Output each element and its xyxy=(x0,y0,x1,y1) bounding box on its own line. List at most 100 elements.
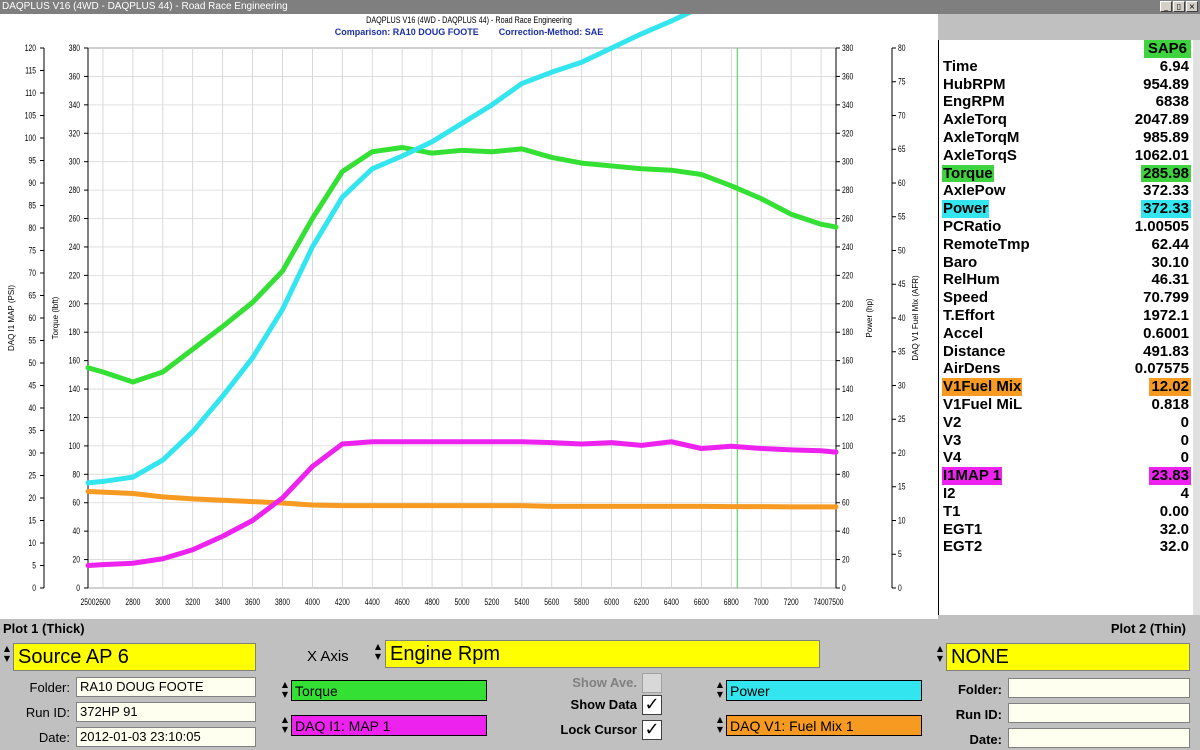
readout-label: I2 xyxy=(943,484,956,502)
y-tick-label: 60 xyxy=(28,313,36,323)
readout-scrollbar[interactable] xyxy=(1193,40,1200,615)
close-button[interactable]: × xyxy=(1186,1,1198,12)
y-tick-label: 120 xyxy=(69,413,81,423)
y-tick-label: 280 xyxy=(842,185,854,195)
y-tick-label: 220 xyxy=(69,270,81,280)
y-tick-label: 80 xyxy=(72,469,80,479)
x-tick-label: 3600 xyxy=(245,597,260,607)
readout-row: PCRatio 1.00505 xyxy=(939,218,1193,236)
dyno-chart[interactable]: 2500 2600 2800 3000 3200 3400 3600 3800 4000 4200… xyxy=(0,14,938,619)
channel3-spin-down[interactable]: ▼ xyxy=(716,690,724,699)
y-tick-label: 140 xyxy=(69,384,81,394)
restore-button[interactable]: ▯ xyxy=(1173,1,1185,12)
y-tick-label: 80 xyxy=(898,43,906,53)
xaxis-select[interactable]: Engine Rpm xyxy=(385,640,820,668)
channel3-select[interactable]: Power xyxy=(726,680,922,701)
readout-value: 0 xyxy=(1180,449,1189,467)
date2-field[interactable] xyxy=(1008,728,1190,748)
lock-cursor-checkbox[interactable]: ✓ xyxy=(642,720,662,740)
channel4-select[interactable]: DAQ V1: Fuel Mix 1 xyxy=(726,715,922,736)
readout-value: 70.799 xyxy=(1143,289,1189,307)
readout-row: T.Effort 1972.1 xyxy=(939,307,1193,325)
y-tick-label: 15 xyxy=(898,482,906,492)
readout-row: Time 6.94 xyxy=(939,58,1193,76)
x-tick-label: 3800 xyxy=(275,597,290,607)
channel2-spin-up[interactable]: ▲ xyxy=(281,715,289,724)
readout-source-badge: SAP6 xyxy=(1143,40,1191,58)
readout-label: I1MAP 1 xyxy=(942,467,1003,485)
channel1-spin-down[interactable]: ▼ xyxy=(281,690,289,699)
runid2-label: Run ID: xyxy=(955,707,1002,722)
readout-label: AirDens xyxy=(943,360,1001,378)
xaxis-spin-up[interactable]: ▲ xyxy=(374,642,382,651)
y-tick-label: 35 xyxy=(28,426,36,436)
y-tick-label: 40 xyxy=(72,526,80,536)
readout-label: Accel xyxy=(943,324,984,342)
readout-value: 1972.1 xyxy=(1143,306,1189,324)
x-tick-label: 4200 xyxy=(335,597,350,607)
source2-select[interactable]: NONE xyxy=(946,643,1190,671)
channel1-spin-up[interactable]: ▲ xyxy=(281,680,289,689)
readout-label: RelHum xyxy=(943,271,1000,289)
x-tick-label: 4800 xyxy=(425,597,440,607)
y-tick-label: 60 xyxy=(72,498,80,508)
folder2-field[interactable] xyxy=(1008,678,1190,698)
readout-label: PCRatio xyxy=(943,217,1002,235)
y-tick-label: 20 xyxy=(28,493,36,503)
y-tick-label: 360 xyxy=(842,72,854,82)
readout-value: 372.33 xyxy=(1143,182,1189,200)
channel2-spin-down[interactable]: ▼ xyxy=(281,725,289,734)
readout-row: AxlePow 372.33 xyxy=(939,182,1193,200)
x-tick-label: 4000 xyxy=(305,597,320,607)
x-tick-label: 6000 xyxy=(604,597,619,607)
runid1-field[interactable]: 372HP 91 xyxy=(76,702,256,722)
channel4-spin-down[interactable]: ▼ xyxy=(716,725,724,734)
readout-row: RelHum 46.31 xyxy=(939,271,1193,289)
axis-title: DAQ V1 Fuel Mix (AFR) xyxy=(911,275,920,361)
x-tick-label: 4400 xyxy=(365,597,380,607)
y-tick-label: 200 xyxy=(842,299,854,309)
y-tick-label: 200 xyxy=(69,299,81,309)
folder1-field[interactable]: RA10 DOUG FOOTE xyxy=(76,677,256,697)
readout-row: V2 0 xyxy=(939,414,1193,432)
source1-spin-down[interactable]: ▼ xyxy=(3,654,11,663)
show-ave-checkbox[interactable] xyxy=(642,673,662,693)
series-line-torque xyxy=(85,144,839,385)
y-tick-label: 180 xyxy=(69,327,81,337)
series-line-daq-v1-fuel-mix-1 xyxy=(85,488,839,510)
channel2-select[interactable]: DAQ I1: MAP 1 xyxy=(291,715,487,736)
y-tick-label: 320 xyxy=(69,128,81,138)
show-ave-label: Show Ave. xyxy=(572,675,637,690)
date1-label: Date: xyxy=(38,730,70,745)
data-readout-panel: SAP6 Time 6.94 HubRPM 954.89 EngRPM 6838 AxleT… xyxy=(938,40,1193,615)
series-line-daq-i1-map-1 xyxy=(85,439,839,568)
y-tick-label: 30 xyxy=(898,381,906,391)
y-tick-label: 120 xyxy=(25,43,37,53)
channel1-select[interactable]: Torque xyxy=(291,680,487,701)
show-data-checkbox[interactable]: ✓ xyxy=(642,695,662,715)
source1-spin-up[interactable]: ▲ xyxy=(3,644,11,653)
readout-value: 23.83 xyxy=(1149,467,1191,485)
channel4-spin-up[interactable]: ▲ xyxy=(716,715,724,724)
readout-row: V1Fuel Mix 12.02 xyxy=(939,378,1193,396)
x-tick-label: 6400 xyxy=(664,597,679,607)
x-tick-label: 6200 xyxy=(634,597,649,607)
y-tick-label: 0 xyxy=(76,583,80,593)
y-tick-label: 5 xyxy=(898,549,902,559)
readout-value: 0 xyxy=(1180,413,1189,431)
source2-spin-up[interactable]: ▲ xyxy=(936,644,944,653)
minimize-button[interactable]: _ xyxy=(1160,1,1172,12)
date1-field[interactable]: 2012-01-03 23:10:05 xyxy=(76,727,256,747)
xaxis-spin-down[interactable]: ▼ xyxy=(374,652,382,661)
readout-label: V2 xyxy=(943,413,962,431)
source1-select[interactable]: Source AP 6 xyxy=(13,643,256,671)
runid2-field[interactable] xyxy=(1008,703,1190,723)
channel3-spin-up[interactable]: ▲ xyxy=(716,680,724,689)
source2-spin-down[interactable]: ▼ xyxy=(936,654,944,663)
y-tick-label: 60 xyxy=(842,498,850,508)
readout-value: 2047.89 xyxy=(1134,111,1189,129)
readout-label: V3 xyxy=(943,431,962,449)
readout-value: 30.10 xyxy=(1151,253,1189,271)
readout-row: EGT2 32.0 xyxy=(939,538,1193,556)
dyno-plot-area[interactable]: 2500 2600 2800 3000 3200 3400 3600 3800 4000 4200… xyxy=(0,14,938,619)
